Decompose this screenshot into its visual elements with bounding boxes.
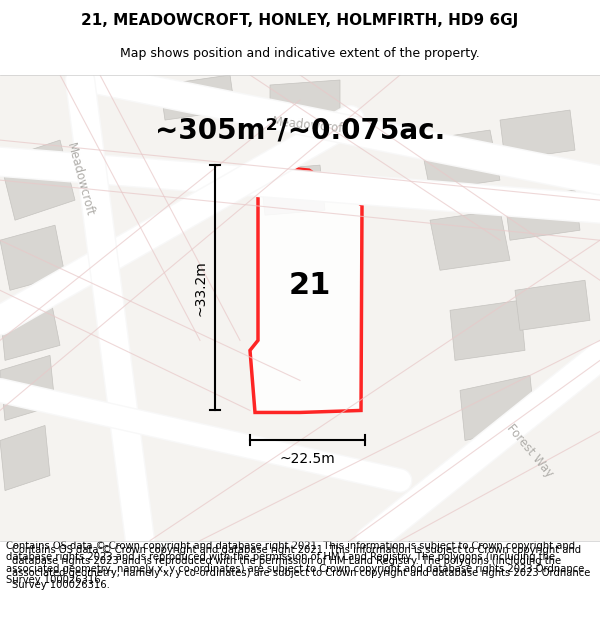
Text: Forest Way: Forest Way [504,421,556,479]
Polygon shape [460,376,535,441]
Polygon shape [505,190,580,240]
Text: ~33.2m: ~33.2m [193,260,207,316]
Text: Meadowcroft: Meadowcroft [64,142,96,218]
Text: ~22.5m: ~22.5m [280,451,335,466]
Text: Contains OS data © Crown copyright and database right 2021. This information is : Contains OS data © Crown copyright and d… [12,545,590,589]
Polygon shape [0,295,60,361]
Polygon shape [420,130,500,190]
Polygon shape [430,210,510,270]
Polygon shape [500,110,575,160]
Polygon shape [160,75,235,120]
Polygon shape [0,426,50,491]
Text: ~305m²/~0.075ac.: ~305m²/~0.075ac. [155,116,445,144]
Text: Meadowcroft: Meadowcroft [272,114,349,136]
Polygon shape [270,80,340,125]
Polygon shape [0,75,600,541]
Polygon shape [0,225,65,290]
Polygon shape [250,165,362,412]
Text: 21: 21 [289,271,331,300]
Polygon shape [0,140,75,220]
Text: Contains OS data © Crown copyright and database right 2021. This information is : Contains OS data © Crown copyright and d… [6,541,584,586]
Text: 21, MEADOWCROFT, HONLEY, HOLMFIRTH, HD9 6GJ: 21, MEADOWCROFT, HONLEY, HOLMFIRTH, HD9 … [82,14,518,29]
Polygon shape [260,165,325,215]
Polygon shape [515,280,590,331]
Polygon shape [0,356,55,421]
Text: Map shows position and indicative extent of the property.: Map shows position and indicative extent… [120,48,480,61]
Polygon shape [450,300,525,361]
